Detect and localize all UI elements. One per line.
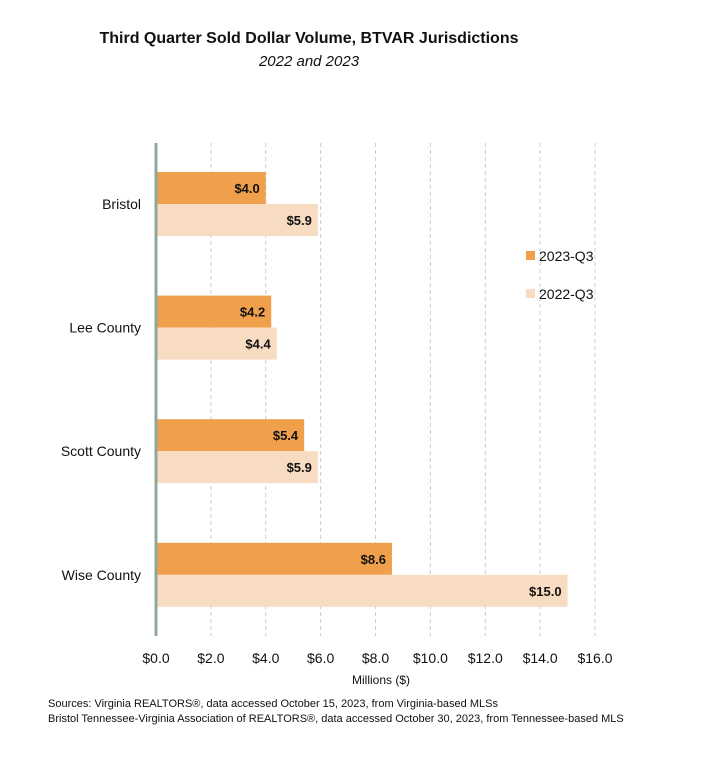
x-axis-label: Millions ($): [352, 673, 410, 687]
x-tick-label: $6.0: [307, 650, 334, 666]
chart-title: Third Quarter Sold Dollar Volume, BTVAR …: [99, 30, 519, 47]
source-line-2: Bristol Tennessee-Virginia Association o…: [48, 713, 624, 725]
chart-subtitle: 2022 and 2023: [258, 53, 360, 70]
bar-value-label: $4.4: [245, 337, 271, 352]
bar: [156, 172, 266, 204]
category-label: Lee County: [69, 320, 141, 336]
bar: [156, 295, 272, 328]
bar-value-label: $5.9: [287, 460, 312, 475]
bar: [156, 451, 318, 484]
bar: [156, 419, 305, 452]
x-tick-label: $10.0: [413, 650, 448, 666]
category-label: Bristol: [102, 196, 141, 212]
bar: [156, 574, 568, 607]
legend-label: 2022-Q3: [539, 286, 594, 302]
bar-value-label: $15.0: [529, 584, 562, 599]
category-label: Scott County: [61, 443, 141, 459]
x-tick-label: $8.0: [362, 650, 389, 666]
category-label: Wise County: [62, 567, 141, 583]
bar-value-label: $4.2: [240, 305, 265, 320]
bar: [156, 327, 277, 360]
x-tick-label: $2.0: [197, 650, 224, 666]
x-tick-label: $4.0: [252, 650, 279, 666]
x-tick-label: $12.0: [468, 650, 503, 666]
x-tick-label: $16.0: [577, 650, 612, 666]
bar: [156, 204, 318, 236]
bar-value-label: $5.4: [273, 428, 299, 443]
bar-value-label: $8.6: [361, 552, 386, 567]
bar-value-label: $5.9: [287, 213, 312, 228]
x-tick-label: $0.0: [142, 650, 169, 666]
source-line-1: Sources: Virginia REALTORS®, data access…: [48, 698, 498, 710]
bar: [156, 542, 392, 575]
sources-note: Sources: Virginia REALTORS®, data access…: [48, 697, 624, 727]
x-tick-label: $14.0: [523, 650, 558, 666]
legend-label: 2023-Q3: [539, 248, 594, 264]
bar-value-label: $4.0: [234, 181, 259, 196]
legend-swatch: [526, 251, 535, 260]
legend-swatch: [526, 289, 535, 298]
